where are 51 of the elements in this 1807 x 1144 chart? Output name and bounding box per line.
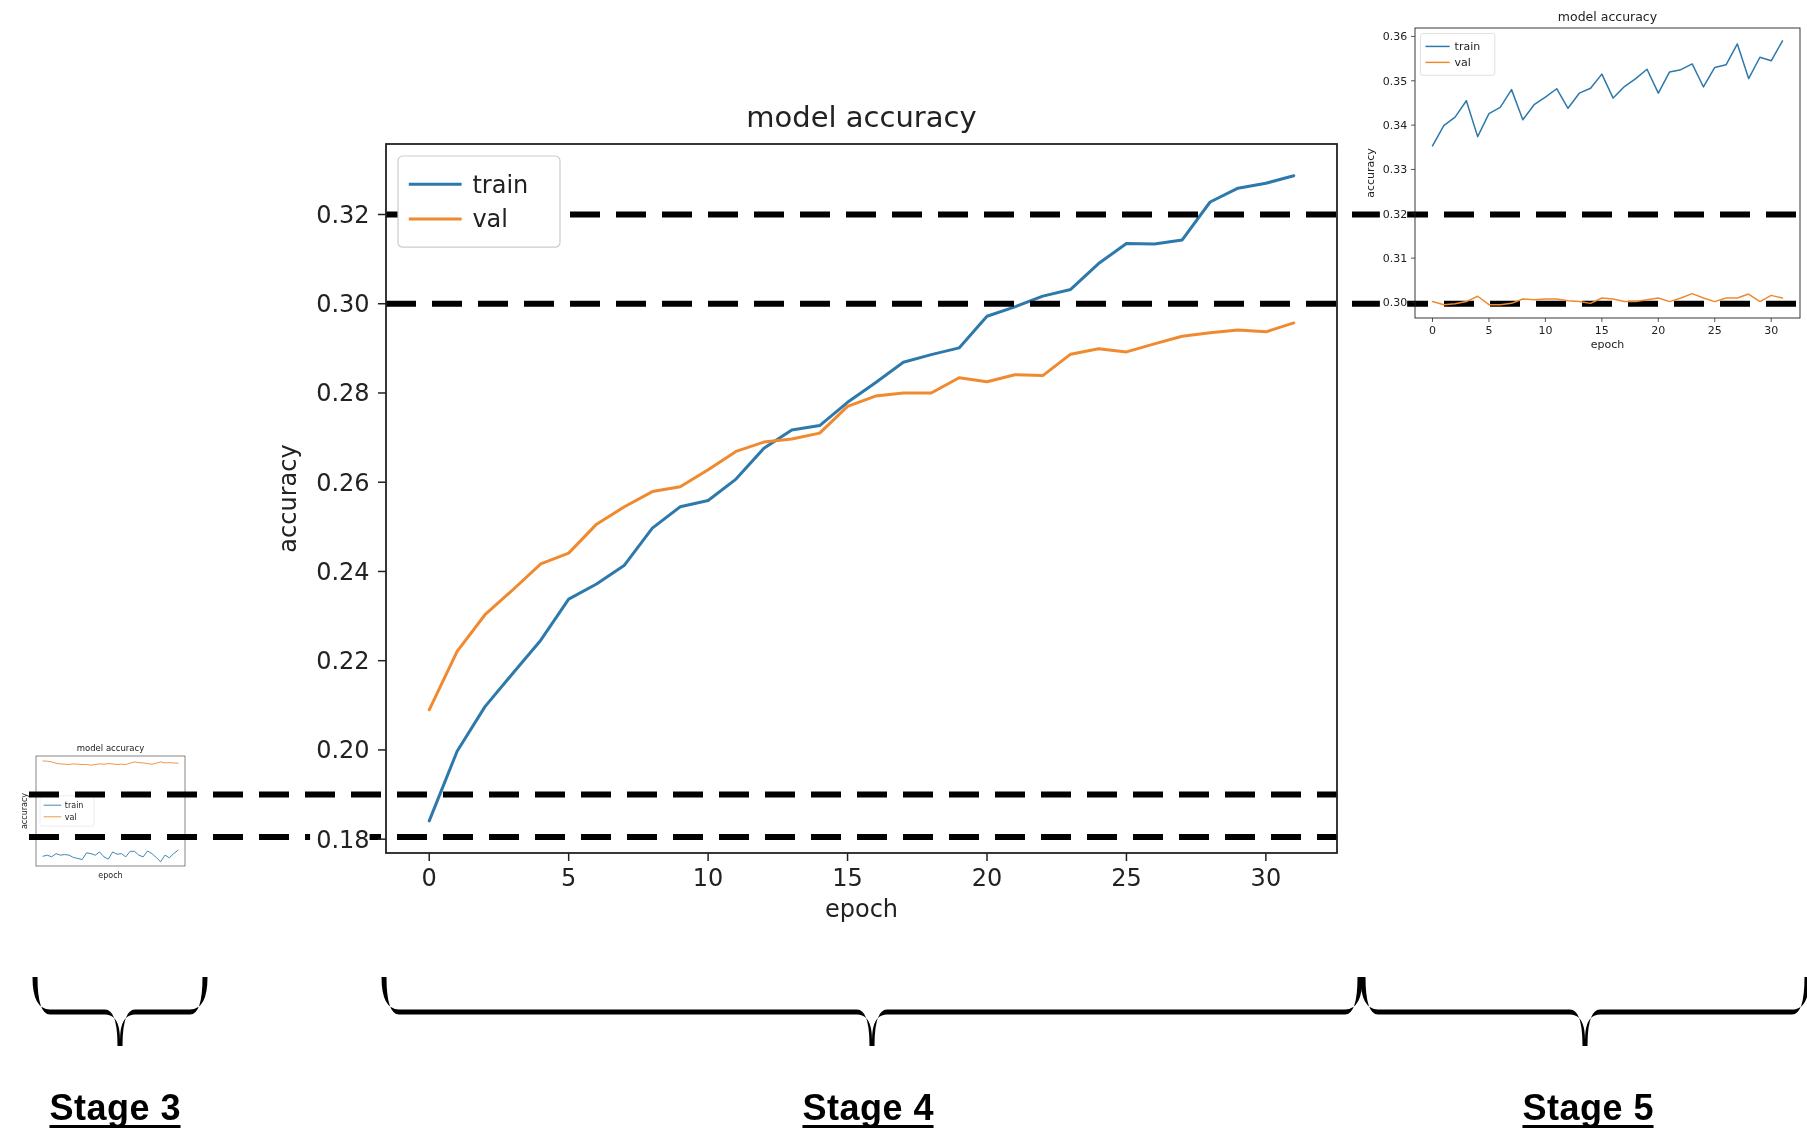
y-tick-label: 0.28 [316, 379, 370, 408]
line-series [1431, 40, 1784, 147]
legend-label: train [472, 170, 529, 199]
y-tick-label: 0.18 [316, 825, 370, 854]
x-axis-title: epoch [1590, 337, 1625, 351]
x-tick-label: 0 [1429, 323, 1436, 337]
y-tick-label: 0.32 [1382, 207, 1408, 221]
x-tick-label: 5 [561, 864, 577, 893]
y-tick-label: 0.35 [1382, 74, 1408, 88]
text: Stage 4 [802, 1087, 934, 1128]
legend-label: val [64, 812, 77, 822]
text: Stage 3 [49, 1087, 181, 1128]
y-tick-label: 0.36 [1382, 30, 1408, 44]
legend-label: train [64, 801, 84, 810]
y-tick-label: 0.20 [316, 736, 370, 765]
x-tick-label: 5 [1485, 323, 1493, 337]
chart-title: model accuracy [76, 742, 145, 753]
legend-label: val [472, 205, 508, 234]
chart-title: model accuracy [1557, 8, 1658, 24]
y-tick-label: 0.32 [316, 200, 370, 229]
y-tick-label: 0.22 [316, 647, 370, 676]
y-tick-label: 0.30 [1382, 296, 1408, 310]
x-tick-label: 20 [971, 864, 1003, 893]
x-tick-label: 25 [1707, 323, 1722, 337]
y-tick-label: 0.33 [1382, 163, 1408, 177]
x-axis-title: epoch [98, 870, 123, 880]
x-tick-label: 10 [1538, 323, 1553, 337]
x-tick-label: 30 [1250, 864, 1282, 893]
y-axis-title: accuracy [1363, 147, 1377, 198]
y-axis-title: accuracy [19, 792, 29, 830]
x-tick-label: 10 [692, 864, 724, 893]
line-series [427, 174, 1296, 823]
chart-title: model accuracy [746, 99, 977, 134]
legend-label: val [1454, 56, 1471, 70]
x-tick-label: 15 [832, 864, 863, 893]
y-tick-label: 0.30 [316, 290, 370, 319]
y-tick-label: 0.24 [316, 557, 370, 586]
x-tick-label: 30 [1764, 323, 1779, 337]
x-tick-label: 20 [1651, 323, 1666, 337]
y-axis-title: accuracy [274, 444, 303, 553]
line-series [1431, 292, 1784, 306]
x-tick-label: 15 [1594, 323, 1609, 337]
y-tick-label: 0.31 [1382, 251, 1408, 265]
x-tick-label: 25 [1111, 864, 1142, 893]
text: Stage 5 [1522, 1087, 1654, 1128]
line-series [427, 321, 1296, 712]
x-axis-title: epoch [824, 895, 899, 924]
y-tick-label: 0.26 [316, 468, 370, 497]
x-tick-label: 0 [421, 864, 437, 893]
legend-label: train [1454, 40, 1481, 54]
y-tick-label: 0.34 [1382, 118, 1408, 132]
